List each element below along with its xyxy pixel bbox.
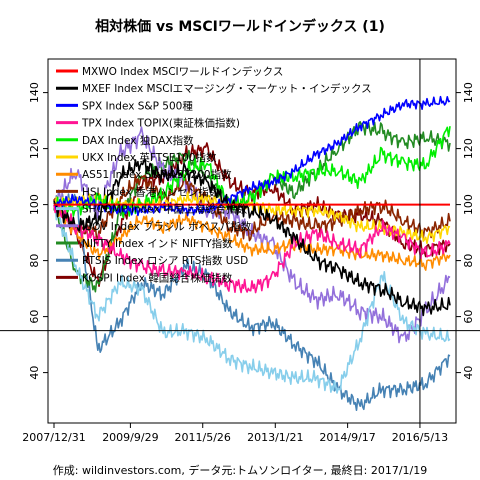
y-tick-label-right: 60 bbox=[462, 310, 475, 324]
y-tick-label-left: 40 bbox=[28, 366, 41, 380]
series-line bbox=[53, 193, 451, 412]
x-tick-label: 2007/12/31 bbox=[22, 431, 85, 444]
legend-label: NIFTY Index インド NIFTY指数 bbox=[82, 237, 233, 250]
series-layer bbox=[53, 95, 451, 412]
x-tick-label: 2011/5/26 bbox=[175, 431, 231, 444]
series-line bbox=[53, 158, 451, 317]
series-line bbox=[53, 201, 451, 294]
y-tick-label-left: 80 bbox=[28, 254, 41, 268]
x-tick-label: 2016/5/13 bbox=[392, 431, 448, 444]
x-tick-label: 2009/9/29 bbox=[102, 431, 158, 444]
plot-border bbox=[47, 58, 457, 424]
y-tick-label-right: 100 bbox=[462, 194, 475, 215]
x-tick-label: 2014/9/17 bbox=[319, 431, 375, 444]
y-tick-label-right: 80 bbox=[462, 254, 475, 268]
y-tick-label-right: 120 bbox=[462, 138, 475, 159]
y-tick-label-left: 120 bbox=[28, 138, 41, 159]
legend-label: KOSPI Index 韓国総合株価指数 bbox=[82, 271, 233, 284]
y-tick-label-right: 140 bbox=[462, 82, 475, 103]
legend-label: SPX Index S&P 500種 bbox=[82, 99, 193, 112]
y-tick-label-left: 60 bbox=[28, 310, 41, 324]
series-line bbox=[53, 203, 451, 394]
series-line bbox=[53, 95, 451, 217]
legend-label: HSI Index 香港ハンセン指数 bbox=[82, 185, 220, 198]
axes: 40 40 60 60 80 80 100 100 120 120 140 140 2007/12/31… bbox=[22, 82, 475, 444]
y-tick-label-left: 100 bbox=[28, 194, 41, 215]
legend-label: RTSIS Index ロシア RTS指数 USD bbox=[82, 254, 248, 267]
legend-label: DAX Index 独DAX指数 bbox=[82, 134, 194, 147]
legend-label: AS51 Index S&P/ASX200指数 bbox=[82, 168, 232, 181]
y-tick-label-right: 40 bbox=[462, 366, 475, 380]
legend-label: IBOV Index ブラジル ボベスパ指数 bbox=[82, 220, 252, 233]
x-tick-label: 2013/1/21 bbox=[247, 431, 303, 444]
chart-title: 相対株価 vs MSCIワールドインデックス (1) bbox=[95, 18, 385, 35]
reference-lines bbox=[0, 59, 480, 423]
y-tick-label-left: 140 bbox=[28, 82, 41, 103]
legend-label: TPX Index TOPIX(東証株価指数) bbox=[81, 117, 240, 130]
chart-footer: 作成: wildinvestors.com, データ元:トムソンロイター, 最終… bbox=[53, 463, 427, 477]
series-line bbox=[53, 199, 451, 271]
legend-label: MXWO Index MSCIワールドインデックス bbox=[82, 65, 283, 78]
legend: MXWO Index MSCIワールドインデックス MXEF Index MSCI… bbox=[56, 65, 372, 284]
legend-label: SHCOMP Index 中国上海総合指数 bbox=[82, 203, 248, 216]
legend-label: MXEF Index MSCIエマージング・マーケット・インデックス bbox=[82, 82, 372, 95]
legend-label: UKX Index 英FTSE100指数 bbox=[82, 151, 217, 164]
